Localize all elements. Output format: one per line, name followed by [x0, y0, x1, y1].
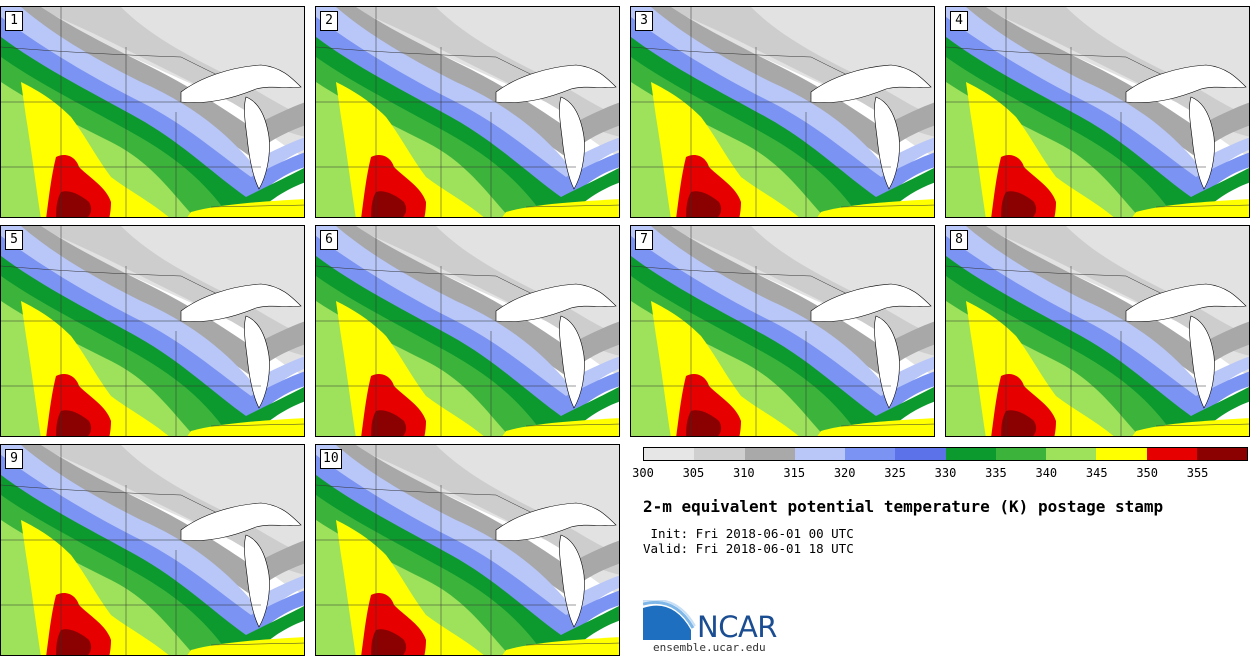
theta-e-map — [1, 445, 304, 655]
theta-e-map — [316, 7, 619, 217]
colorbar-segment — [1046, 448, 1097, 460]
colorbar-tick-label: 345 — [1085, 466, 1108, 480]
postage-stamp-panel: 6 — [315, 225, 620, 437]
stamp-member-label: 10 — [320, 449, 342, 469]
ncar-logo-icon — [643, 600, 696, 640]
postage-stamp-panel: 9 — [0, 444, 305, 656]
stamp-member-label: 6 — [320, 230, 338, 250]
postage-stamp-panel: 3 — [630, 6, 935, 218]
init-time: Init: Fri 2018-06-01 00 UTC — [643, 526, 854, 541]
postage-stamp-panel: 8 — [945, 225, 1250, 437]
postage-stamp-panel: 1 — [0, 6, 305, 218]
colorbar-tick-label: 340 — [1035, 466, 1058, 480]
stamp-member-label: 8 — [950, 230, 968, 250]
theta-e-map — [631, 226, 934, 436]
colorbar-segment — [794, 448, 845, 460]
colorbar-tick-label: 325 — [884, 466, 906, 480]
colorbar-segment — [1196, 448, 1247, 460]
colorbar-segment — [744, 448, 795, 460]
postage-stamp-panel: 10 — [315, 444, 620, 656]
colorbar-segment — [945, 448, 996, 460]
valid-time: Valid: Fri 2018-06-01 18 UTC — [643, 541, 854, 556]
colorbar-tick-label: 315 — [783, 466, 806, 480]
stamp-member-label: 2 — [320, 11, 338, 31]
colorbar-segment — [995, 448, 1046, 460]
colorbar-segment — [845, 448, 896, 460]
colorbar-tick-label: 350 — [1136, 466, 1158, 480]
colorbar-segment — [694, 448, 745, 460]
postage-stamp-panel: 7 — [630, 225, 935, 437]
colorbar — [643, 447, 1248, 461]
stamp-member-label: 4 — [950, 11, 968, 31]
postage-stamp-panel: 5 — [0, 225, 305, 437]
colorbar-segment — [895, 448, 946, 460]
theta-e-map — [316, 226, 619, 436]
postage-stamp-panel: 2 — [315, 6, 620, 218]
colorbar-tick-label: 355 — [1186, 466, 1209, 480]
theta-e-map — [946, 226, 1249, 436]
theta-e-map — [1, 226, 304, 436]
theta-e-map — [1, 7, 304, 217]
colorbar-tick-label: 320 — [833, 466, 856, 480]
colorbar-segment — [644, 448, 695, 460]
theta-e-map — [946, 7, 1249, 217]
stamp-member-label: 9 — [5, 449, 23, 469]
stamp-member-label: 1 — [5, 11, 23, 31]
colorbar-tick-label: 330 — [934, 466, 957, 480]
theta-e-map — [631, 7, 934, 217]
colorbar-tick-label: 335 — [985, 466, 1007, 480]
logo-text: NCAR — [697, 610, 777, 644]
page-title: 2-m equivalent potential temperature (K)… — [643, 497, 1164, 516]
site-url: ensemble.ucar.edu — [653, 641, 766, 654]
postage-stamp-panel: 4 — [945, 6, 1250, 218]
stamp-member-label: 7 — [635, 230, 653, 250]
stamp-member-label: 3 — [635, 11, 653, 31]
stamp-member-label: 5 — [5, 230, 23, 250]
theta-e-map — [316, 445, 619, 655]
colorbar-tick-label: 305 — [682, 466, 705, 480]
colorbar-tick-label: 300 — [632, 466, 654, 480]
colorbar-segment — [1096, 448, 1147, 460]
colorbar-tick-label: 310 — [732, 466, 755, 480]
colorbar-segment — [1146, 448, 1197, 460]
